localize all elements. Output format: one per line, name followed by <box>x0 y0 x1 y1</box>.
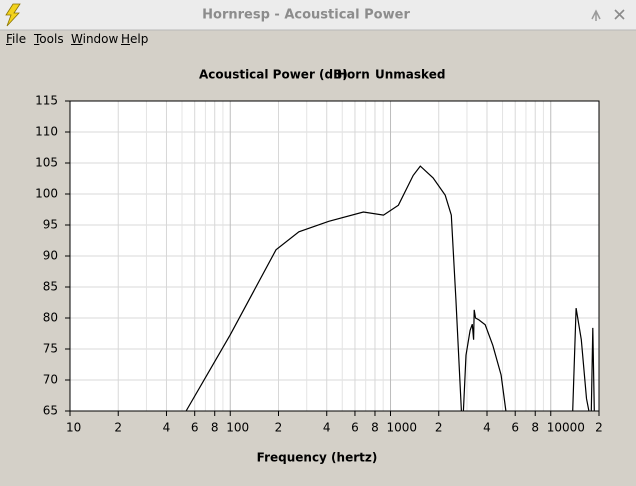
x-tick-label: 2 <box>114 421 122 435</box>
chart-title: Acoustical Power (dB) <box>199 68 348 82</box>
y-tick-label: 85 <box>43 280 58 294</box>
x-tick-label: 1000 <box>387 421 418 435</box>
y-tick-label: 100 <box>35 187 58 201</box>
menu-item[interactable]: Help <box>121 32 149 46</box>
close-button[interactable] <box>614 9 625 20</box>
x-tick-label: 6 <box>511 421 519 435</box>
chart-title: Unmasked <box>375 68 445 82</box>
x-tick-label: 2 <box>435 421 443 435</box>
x-tick-label: 4 <box>163 421 171 435</box>
y-tick-label: 110 <box>35 125 58 139</box>
x-tick-label: 10 <box>66 421 81 435</box>
y-tick-label: 95 <box>43 218 58 232</box>
x-tick-label: 8 <box>371 421 379 435</box>
y-tick-label: 115 <box>35 94 58 108</box>
menu-item[interactable]: Tools <box>34 32 64 46</box>
y-tick-label: 75 <box>43 342 58 356</box>
app-icon <box>5 3 21 27</box>
x-tick-label: 8 <box>211 421 219 435</box>
x-tick-label: 6 <box>191 421 199 435</box>
y-tick-label: 80 <box>43 311 58 325</box>
window-title: Hornresp - Acoustical Power <box>202 8 410 23</box>
x-tick-label: 6 <box>351 421 359 435</box>
x-tick-label: 2 <box>595 421 603 435</box>
menu-item[interactable]: Window <box>71 32 119 46</box>
x-tick-label: 4 <box>483 421 491 435</box>
y-tick-label: 65 <box>43 404 58 418</box>
y-tick-label: 90 <box>43 249 58 263</box>
menu-item[interactable]: File <box>6 32 27 46</box>
x-tick-label: 8 <box>531 421 539 435</box>
x-tick-label: 2 <box>275 421 283 435</box>
x-axis-label: Frequency (hertz) <box>257 451 378 465</box>
title-bar <box>0 0 636 30</box>
x-tick-label: 10000 <box>547 421 585 435</box>
y-tick-label: 105 <box>35 156 58 170</box>
maximize-button[interactable] <box>591 9 601 21</box>
x-tick-label: 4 <box>323 421 331 435</box>
y-tick-label: 70 <box>43 373 58 387</box>
chart-title: Horn <box>337 68 370 82</box>
x-tick-label: 100 <box>226 421 249 435</box>
